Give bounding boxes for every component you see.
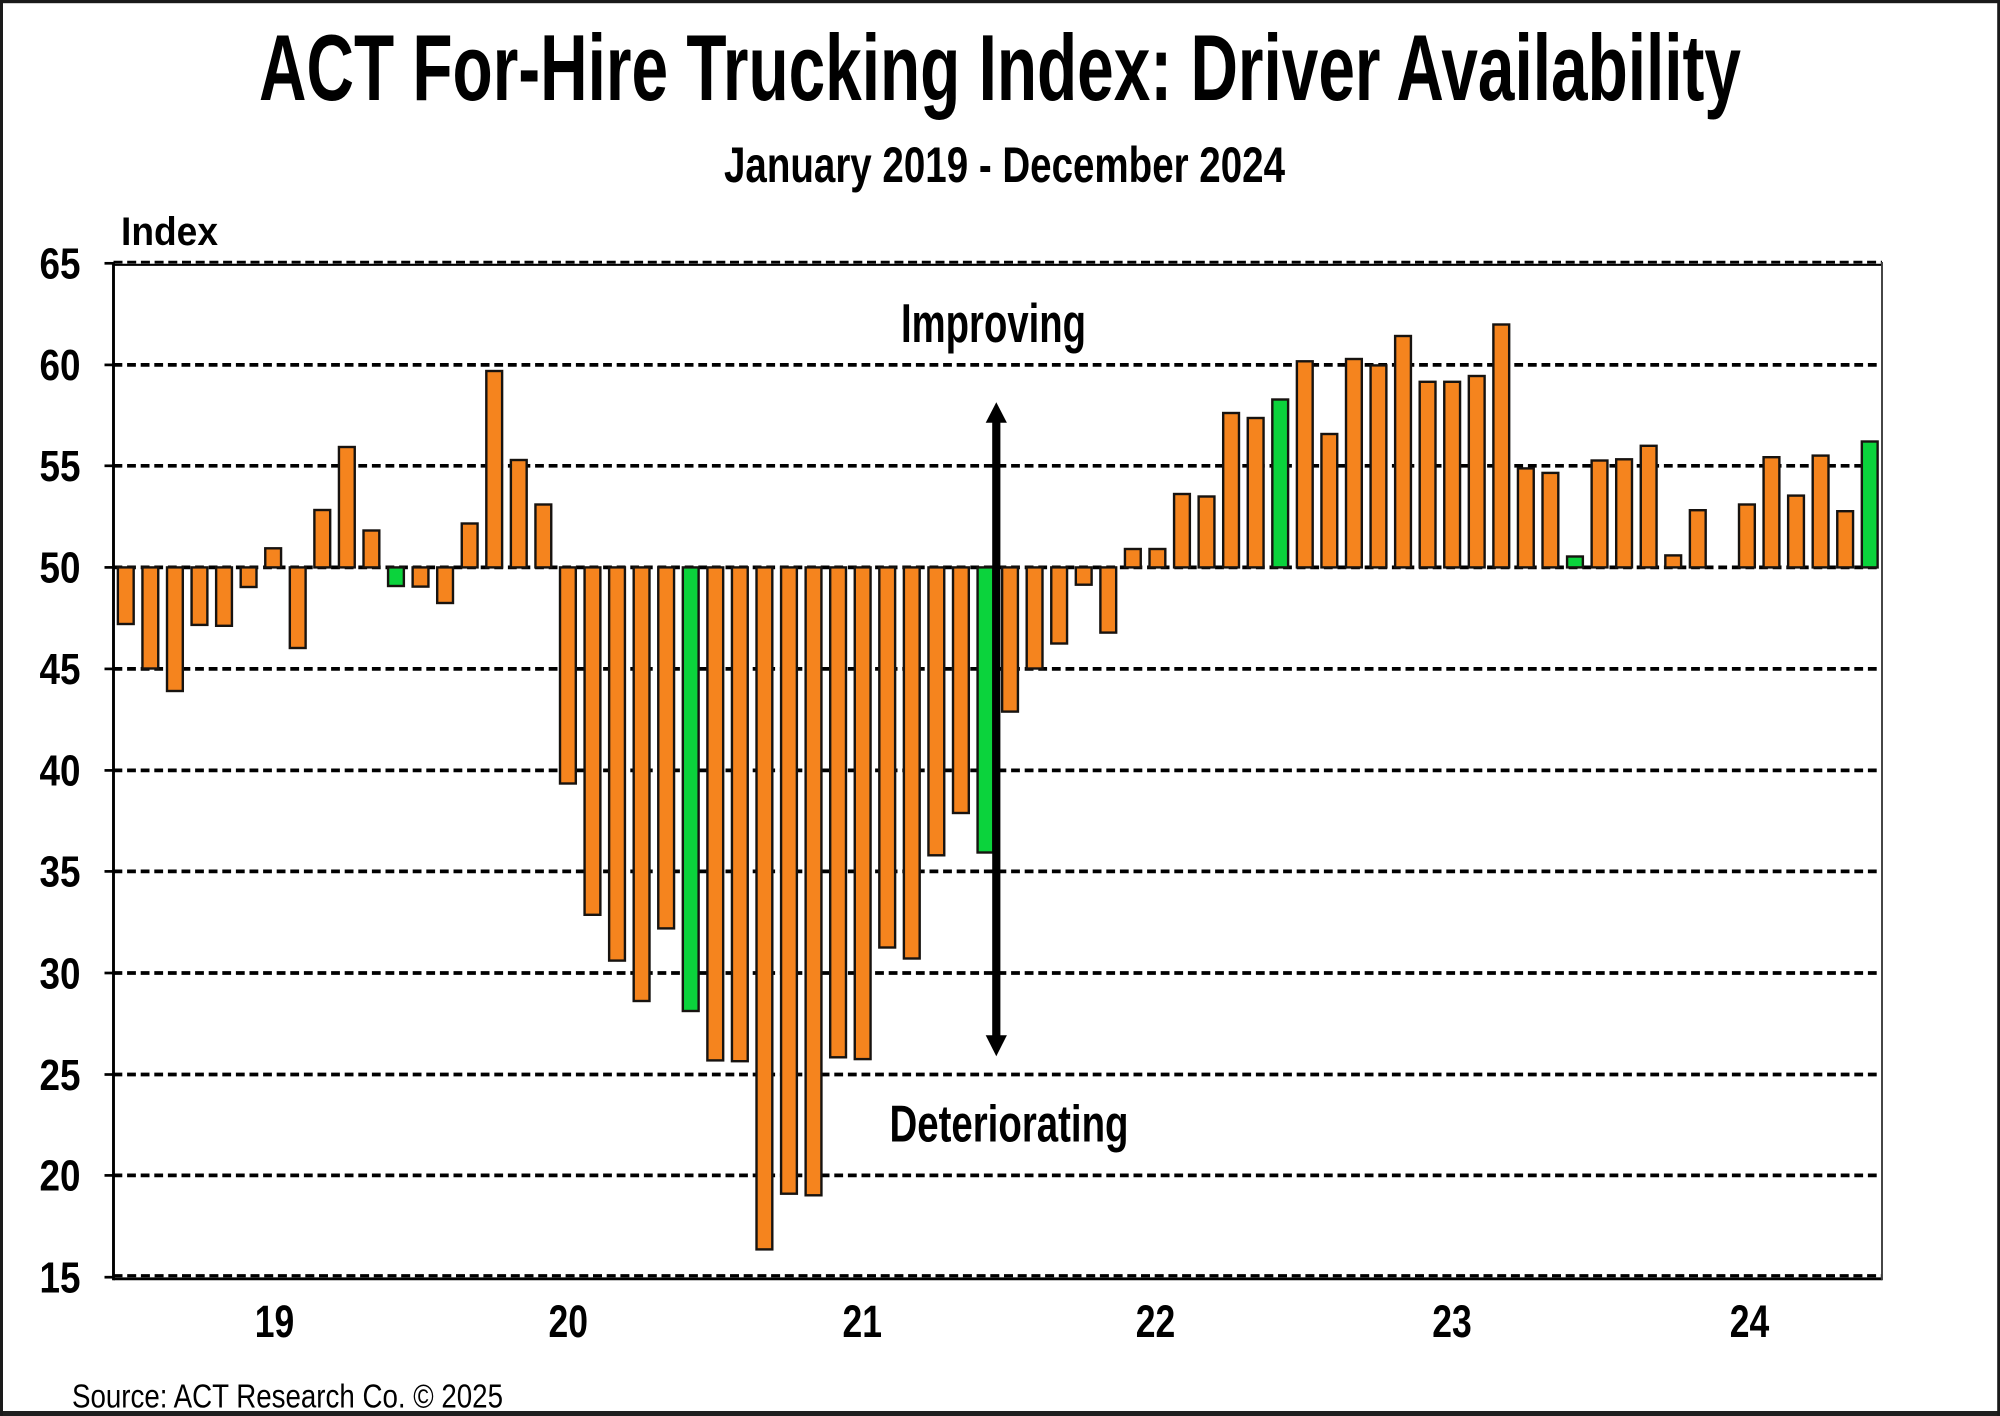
- svg-text:30: 30: [40, 949, 81, 998]
- svg-text:Improving: Improving: [901, 292, 1086, 354]
- svg-text:60: 60: [40, 341, 81, 390]
- svg-text:21: 21: [843, 1296, 883, 1347]
- svg-text:Source: ACT Research Co. © 202: Source: ACT Research Co. © 2025: [72, 1378, 503, 1415]
- svg-text:20: 20: [549, 1296, 589, 1347]
- svg-text:Index: Index: [121, 210, 218, 254]
- svg-text:20: 20: [40, 1152, 81, 1201]
- svg-text:ACT For-Hire Trucking Index: D: ACT For-Hire Trucking Index: Driver Avai…: [259, 15, 1741, 120]
- svg-text:50: 50: [40, 544, 81, 593]
- svg-text:55: 55: [40, 442, 81, 491]
- svg-text:40: 40: [40, 747, 81, 796]
- svg-text:22: 22: [1136, 1296, 1176, 1347]
- svg-text:January 2019 - December 2024: January 2019 - December 2024: [724, 137, 1285, 193]
- svg-text:35: 35: [40, 848, 81, 897]
- svg-text:65: 65: [40, 240, 81, 289]
- svg-text:45: 45: [40, 645, 81, 694]
- svg-text:Deteriorating: Deteriorating: [890, 1096, 1129, 1154]
- svg-text:15: 15: [40, 1254, 81, 1303]
- svg-text:25: 25: [40, 1051, 81, 1100]
- svg-text:24: 24: [1730, 1296, 1770, 1347]
- svg-text:19: 19: [255, 1296, 295, 1347]
- svg-text:23: 23: [1432, 1296, 1472, 1347]
